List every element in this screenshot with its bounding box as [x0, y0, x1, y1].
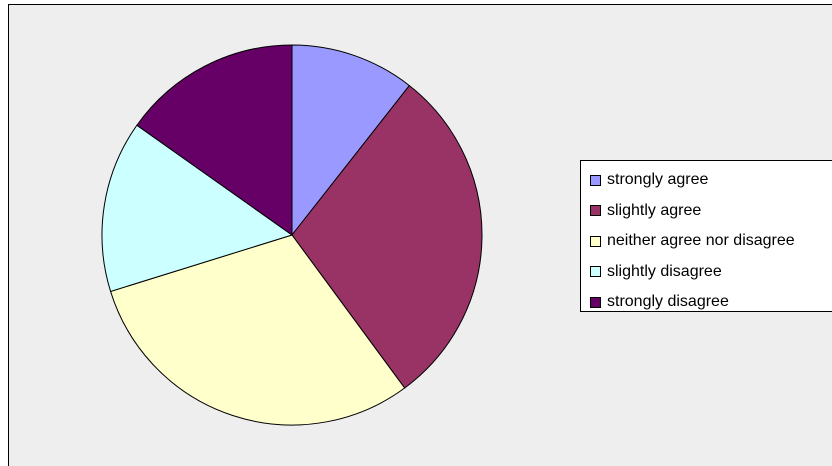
legend-swatch [590, 235, 601, 247]
pie-slice-strongly-agree [291, 44, 411, 237]
legend-item-strongly-agree: strongly agree [581, 165, 832, 196]
pie-slice-neither-agree-nor-disagree [109, 234, 406, 426]
legend-swatch [590, 205, 601, 217]
legend: strongly agree slightly agree neither ag… [580, 160, 832, 312]
legend-label: slightly agree [607, 201, 702, 219]
legend-item-slightly-agree: slightly agree [581, 196, 832, 227]
legend-swatch [590, 266, 601, 278]
legend-label: strongly agree [607, 171, 709, 189]
legend-label: strongly disagree [607, 293, 729, 311]
legend-swatch [590, 174, 601, 186]
legend-label: neither agree nor disagree [607, 232, 795, 250]
pie-slice-strongly-disagree [136, 44, 293, 236]
pie-slice-slightly-agree [291, 84, 483, 389]
legend-item-slightly-disagree: slightly disagree [581, 257, 832, 288]
legend-swatch [590, 296, 601, 308]
legend-item-strongly-disagree: strongly disagree [581, 287, 832, 318]
pie-slice-slightly-disagree [101, 124, 294, 293]
legend-label: slightly disagree [607, 262, 722, 280]
legend-item-neither-agree-nor-disagree: neither agree nor disagree [581, 226, 832, 257]
